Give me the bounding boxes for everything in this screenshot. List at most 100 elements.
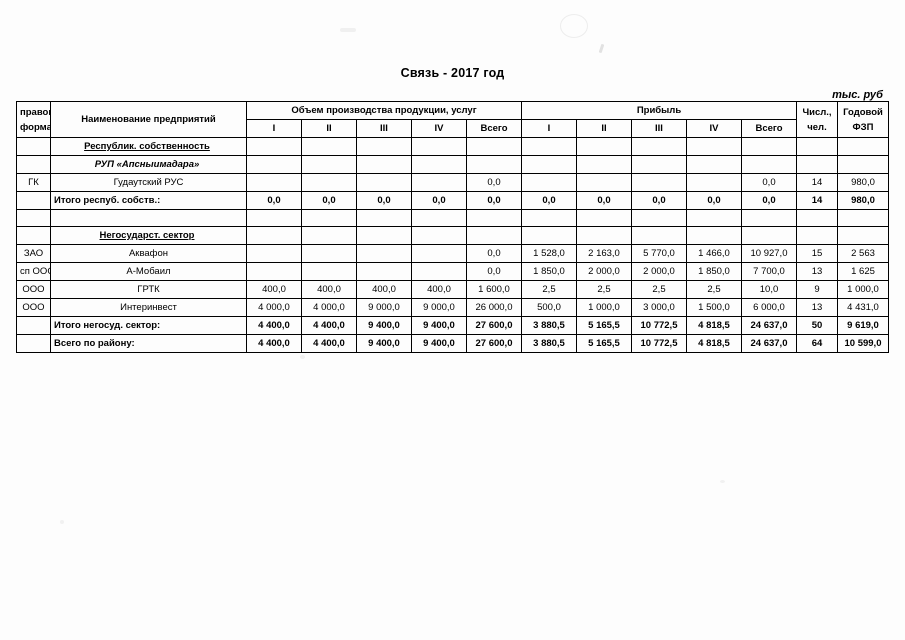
- cell-profit-q4: 0,0: [686, 191, 742, 210]
- header-headcount: Числ., чел.: [796, 101, 838, 138]
- cell-production-q1: [246, 226, 302, 245]
- cell-profit-q4: [686, 155, 742, 174]
- table-row: ГК Гудаутский РУС 0,0 0,0 14 980,0: [16, 173, 889, 192]
- header-row-quarters: I II III IV Всего I II III IV Всего: [17, 119, 889, 138]
- cell-production-q3: [356, 173, 412, 192]
- cell-production-q4: 400,0: [411, 280, 467, 299]
- cell-profit-total: 7 700,0: [741, 262, 797, 281]
- cell-enterprise-name: РУП «Апсныимадара»: [50, 155, 247, 174]
- cell-enterprise-name: Итого респуб. собств.:: [50, 191, 247, 210]
- cell-headcount: 64: [796, 334, 838, 353]
- header-row-groups: правов форма Наименование предприятий Об…: [16, 101, 889, 138]
- cell-production-q4: [411, 262, 467, 281]
- cell-profit-q3: [631, 173, 687, 192]
- header-payroll-line2: ФЗП: [852, 121, 874, 133]
- header-payroll-line1: Годовой: [843, 106, 883, 118]
- header-profit-q1: I: [521, 119, 577, 138]
- cell-legal-form: [16, 137, 51, 156]
- cell-profit-total: [741, 209, 797, 227]
- cell-payroll: [837, 155, 889, 174]
- cell-production-q2: 4 400,0: [301, 316, 357, 335]
- cell-profit-q3: 5 770,0: [631, 244, 687, 263]
- cell-production-total: 27 600,0: [466, 316, 522, 335]
- cell-profit-total: 0,0: [741, 191, 797, 210]
- header-payroll: Годовой ФЗП: [837, 101, 889, 138]
- header-production-total: Всего: [466, 119, 522, 138]
- table-body: Республик. собственность РУП «Апсныимадар…: [16, 137, 889, 353]
- section-label: Республик. собственность: [84, 141, 210, 152]
- cell-profit-total: [741, 155, 797, 174]
- header-production-group: Объем производства продукции, услуг: [246, 101, 522, 120]
- cell-profit-q3: 0,0: [631, 191, 687, 210]
- cell-headcount: 15: [796, 244, 838, 263]
- cell-profit-total: 24 637,0: [741, 316, 797, 335]
- cell-profit-q4: [686, 137, 742, 156]
- cell-profit-q2: 5 165,5: [576, 334, 632, 353]
- cell-legal-form: ГК: [16, 173, 51, 192]
- cell-production-q3: [356, 244, 412, 263]
- cell-profit-q2: 2 163,0: [576, 244, 632, 263]
- cell-profit-total: 6 000,0: [741, 298, 797, 317]
- cell-profit-q3: 2 000,0: [631, 262, 687, 281]
- header-production-q1: I: [246, 119, 302, 138]
- cell-legal-form: [16, 226, 51, 245]
- cell-legal-form: ЗАО: [16, 244, 51, 263]
- cell-production-q1: 4 400,0: [246, 334, 302, 353]
- header-legal-form: правов форма: [16, 101, 51, 138]
- cell-production-q1: [246, 155, 302, 174]
- cell-profit-q2: [576, 226, 632, 245]
- cell-production-q4: 9 400,0: [411, 316, 467, 335]
- cell-profit-q1: [521, 226, 577, 245]
- header-profit-total: Всего: [741, 119, 797, 138]
- cell-profit-q1: 500,0: [521, 298, 577, 317]
- scan-artifact-3: [340, 28, 356, 32]
- cell-legal-form: ООО: [16, 280, 51, 299]
- units-label: тыс. руб: [832, 89, 883, 101]
- cell-profit-q1: 3 880,5: [521, 334, 577, 353]
- cell-legal-form: [16, 316, 51, 335]
- cell-production-total: [466, 155, 522, 174]
- cell-profit-q1: 2,5: [521, 280, 577, 299]
- cell-profit-q3: 10 772,5: [631, 316, 687, 335]
- cell-enterprise-name: Интеринвест: [50, 298, 247, 317]
- cell-production-q1: [246, 173, 302, 192]
- cell-production-q2: [301, 137, 357, 156]
- cell-production-q4: [411, 209, 467, 227]
- cell-profit-q2: 0,0: [576, 191, 632, 210]
- cell-profit-q2: 2 000,0: [576, 262, 632, 281]
- table-row: Итого респуб. собств.: 0,0 0,0 0,0 0,0 0,0 0,0…: [16, 191, 889, 210]
- cell-profit-total: 10,0: [741, 280, 797, 299]
- cell-enterprise-name: А-Мобаил: [50, 262, 247, 281]
- cell-production-q2: [301, 262, 357, 281]
- cell-production-q2: 4 000,0: [301, 298, 357, 317]
- cell-headcount: 50: [796, 316, 838, 335]
- cell-headcount: 13: [796, 298, 838, 317]
- scan-artifact-4: [300, 355, 305, 359]
- cell-payroll: 980,0: [837, 173, 889, 192]
- cell-production-q2: [301, 244, 357, 263]
- cell-profit-q2: [576, 209, 632, 227]
- cell-production-q2: [301, 155, 357, 174]
- header-legal-form-line1: правов: [20, 106, 50, 118]
- cell-profit-q4: 4 818,5: [686, 316, 742, 335]
- cell-enterprise-name: Гудаутский РУС: [50, 173, 247, 192]
- cell-enterprise-name: Всего по району:: [50, 334, 247, 353]
- header-profit-q4: IV: [686, 119, 742, 138]
- cell-profit-q4: 4 818,5: [686, 334, 742, 353]
- cell-production-q4: [411, 226, 467, 245]
- cell-legal-form: ООО: [16, 298, 51, 317]
- cell-payroll: 2 563: [837, 244, 889, 263]
- cell-production-q1: [246, 209, 302, 227]
- cell-production-q2: [301, 209, 357, 227]
- cell-production-q1: 4 000,0: [246, 298, 302, 317]
- cell-legal-form: [16, 155, 51, 174]
- cell-profit-q1: [521, 137, 577, 156]
- header-enterprise-name: Наименование предприятий: [50, 101, 247, 138]
- cell-profit-q3: [631, 137, 687, 156]
- scan-artifact-1: [560, 14, 588, 38]
- cell-production-q1: [246, 137, 302, 156]
- report-table: правов форма Наименование предприятий Об…: [16, 101, 889, 353]
- cell-profit-q3: 2,5: [631, 280, 687, 299]
- cell-headcount: [796, 226, 838, 245]
- cell-profit-q2: [576, 137, 632, 156]
